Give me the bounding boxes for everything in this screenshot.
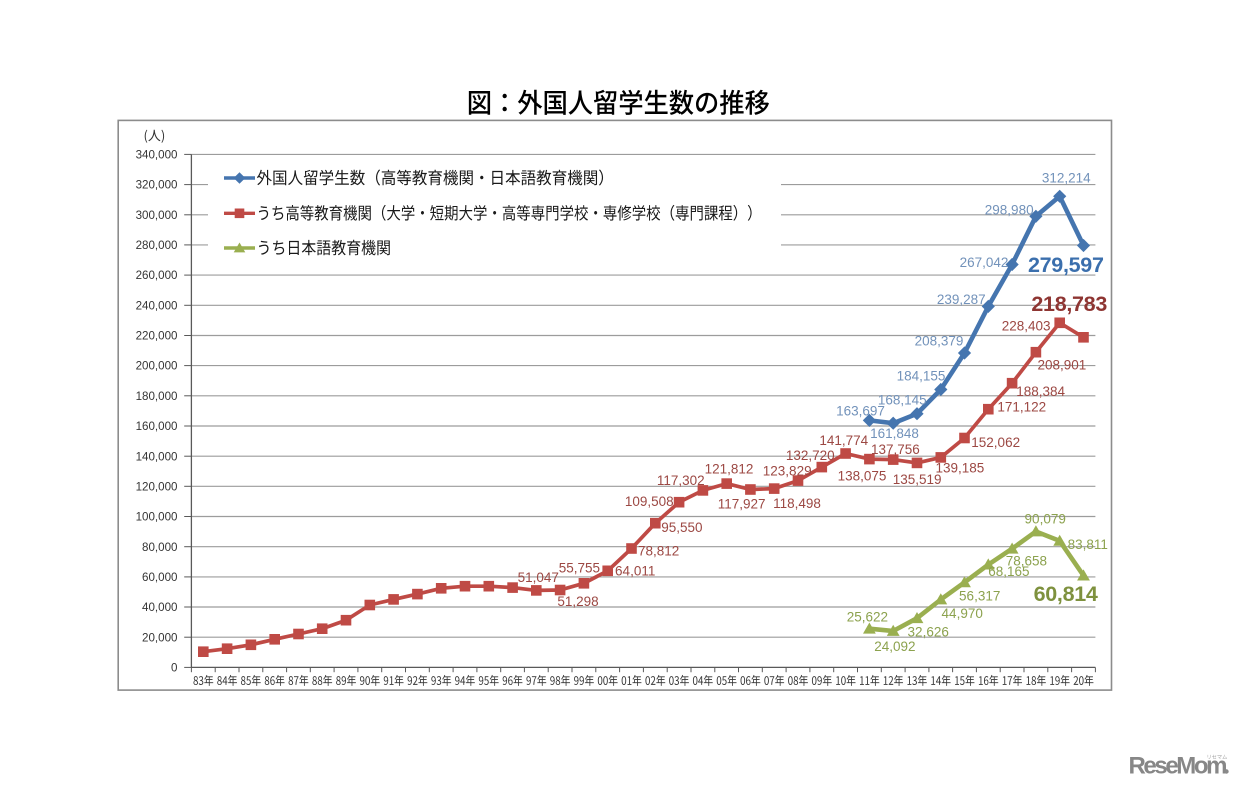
svg-text:55,755: 55,755 [559, 560, 600, 575]
svg-text:135,519: 135,519 [893, 472, 942, 487]
svg-text:78,658: 78,658 [1006, 554, 1047, 569]
svg-text:80,000: 80,000 [142, 541, 177, 554]
svg-text:51,298: 51,298 [557, 594, 598, 609]
svg-text:312,214: 312,214 [1042, 170, 1091, 185]
svg-text:188,384: 188,384 [1016, 384, 1065, 399]
svg-text:25,622: 25,622 [847, 610, 888, 625]
svg-text:132,720: 132,720 [786, 448, 835, 463]
svg-text:40,000: 40,000 [142, 601, 177, 614]
svg-text:60,814: 60,814 [1034, 582, 1098, 606]
svg-text:44,970: 44,970 [942, 606, 983, 621]
svg-text:220,000: 220,000 [136, 330, 178, 343]
svg-text:180,000: 180,000 [136, 390, 178, 403]
svg-text:68,165: 68,165 [988, 564, 1029, 579]
svg-text:152,062: 152,062 [971, 435, 1020, 450]
svg-text:95,550: 95,550 [661, 520, 702, 535]
svg-text:32,626: 32,626 [908, 625, 949, 640]
svg-text:83,811: 83,811 [1068, 537, 1108, 552]
svg-text:340,000: 340,000 [136, 149, 178, 162]
svg-text:109,508: 109,508 [625, 494, 674, 509]
svg-text:0: 0 [171, 662, 177, 675]
svg-text:100,000: 100,000 [136, 511, 178, 524]
svg-text:160,000: 160,000 [136, 420, 178, 433]
svg-text:137,756: 137,756 [871, 442, 920, 457]
svg-text:239,287: 239,287 [937, 292, 986, 307]
svg-text:171,122: 171,122 [997, 399, 1046, 414]
svg-text:117,927: 117,927 [718, 496, 766, 511]
svg-text:121,812: 121,812 [705, 462, 754, 477]
svg-text:320,000: 320,000 [136, 179, 178, 192]
svg-text:184,155: 184,155 [897, 369, 946, 384]
svg-text:ReseMom: ReseMom [1129, 753, 1227, 780]
svg-text:168,145: 168,145 [878, 393, 927, 408]
svg-text:208,379: 208,379 [915, 334, 964, 349]
svg-text:123,829: 123,829 [763, 464, 812, 479]
svg-text:208,901: 208,901 [1037, 358, 1086, 373]
svg-text:51,047: 51,047 [518, 570, 559, 585]
svg-text:139,185: 139,185 [935, 461, 984, 476]
svg-text:161,848: 161,848 [870, 426, 919, 441]
svg-text:64,011: 64,011 [615, 564, 655, 579]
svg-text:260,000: 260,000 [136, 269, 178, 282]
svg-text:24,092: 24,092 [874, 639, 915, 654]
svg-text:163,697: 163,697 [836, 404, 885, 419]
svg-text:117,302: 117,302 [657, 473, 705, 488]
svg-text:298,980: 298,980 [985, 202, 1034, 217]
svg-text:279,597: 279,597 [1028, 253, 1104, 277]
svg-text:200,000: 200,000 [136, 360, 178, 373]
svg-text:56,317: 56,317 [959, 589, 1000, 604]
svg-text:20,000: 20,000 [142, 631, 177, 644]
svg-text:240,000: 240,000 [136, 299, 178, 312]
svg-text:140,000: 140,000 [136, 450, 178, 463]
svg-text:300,000: 300,000 [136, 209, 178, 222]
svg-text:218,783: 218,783 [1031, 292, 1107, 316]
svg-text:118,498: 118,498 [773, 496, 821, 511]
svg-text:141,774: 141,774 [819, 433, 868, 448]
svg-text:228,403: 228,403 [1002, 319, 1051, 334]
svg-text:138,075: 138,075 [838, 469, 887, 484]
svg-text:267,042: 267,042 [960, 255, 1009, 270]
svg-text:280,000: 280,000 [136, 239, 178, 252]
svg-text:90,079: 90,079 [1025, 511, 1066, 526]
svg-text:78,812: 78,812 [638, 543, 679, 558]
svg-text:60,000: 60,000 [142, 571, 177, 584]
svg-text:120,000: 120,000 [136, 480, 178, 493]
